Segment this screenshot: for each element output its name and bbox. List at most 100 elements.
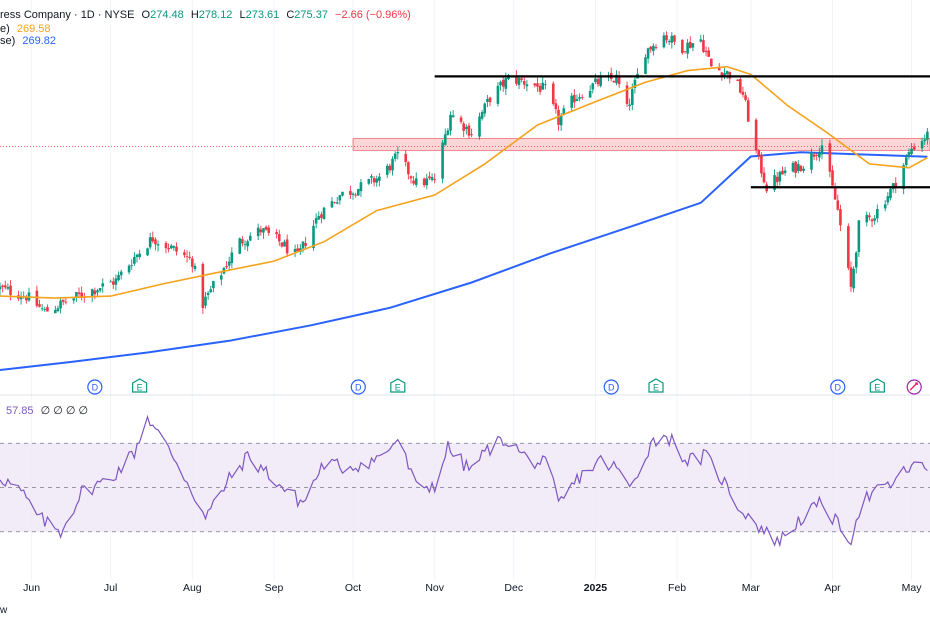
close-label: C (286, 9, 295, 21)
candle-70 (256, 223, 260, 241)
dividend-marker-icon[interactable]: D (603, 379, 619, 395)
candle-16 (56, 305, 60, 313)
candle-147 (538, 83, 542, 95)
candle-97 (354, 192, 357, 198)
candle-98 (357, 188, 360, 196)
candle-19 (64, 297, 68, 305)
candle-222 (815, 153, 819, 161)
candle-95 (349, 185, 352, 199)
candle-1 (1, 284, 4, 293)
candle-36 (130, 259, 134, 270)
candle-122 (446, 128, 450, 136)
candle-146 (536, 77, 539, 92)
high-label: H (190, 9, 199, 21)
candle-226 (831, 165, 834, 186)
earnings-marker-icon[interactable]: E (132, 378, 148, 393)
earnings-marker-icon[interactable]: E (648, 378, 664, 393)
candle-124 (451, 110, 455, 118)
candle-220 (810, 148, 813, 174)
candle-204 (746, 97, 750, 122)
horizontal-levels (434, 75, 930, 189)
rsi-legend[interactable]: 57.85 ∅ ∅ ∅ ∅ (6, 404, 88, 417)
event-marker-label: D (835, 383, 842, 393)
candle-17 (59, 297, 62, 314)
candle-121 (443, 128, 447, 146)
earnings-marker-icon[interactable]: E (390, 378, 406, 393)
candle-187 (686, 39, 689, 59)
dividend-marker-icon[interactable]: D (350, 379, 366, 395)
candle-245 (902, 163, 905, 195)
dividend-marker-icon[interactable]: D (87, 379, 103, 395)
candle-198 (725, 70, 729, 79)
candle-144 (525, 80, 529, 92)
candle-171 (628, 98, 631, 111)
candle-43 (154, 237, 157, 251)
rsi-legend-extras: ∅ ∅ ∅ ∅ (40, 405, 89, 417)
ma200-legend[interactable]: se) 269.82 (0, 35, 56, 47)
ma50-legend[interactable]: e) 269.58 (0, 23, 51, 35)
candle-87 (317, 211, 321, 220)
sparkle-icon[interactable] (906, 379, 922, 395)
candle-190 (699, 34, 703, 43)
candle-152 (557, 105, 560, 131)
candle-150 (551, 81, 555, 106)
candle-208 (762, 167, 766, 184)
candle-237 (870, 218, 874, 228)
candle-80 (293, 244, 297, 258)
candle-128 (467, 122, 471, 139)
high-value: 278.12 (198, 9, 233, 21)
candle-212 (778, 170, 782, 186)
candle-94 (341, 191, 344, 197)
open-label: O (141, 9, 151, 21)
dividend-marker-icon[interactable]: D (830, 379, 846, 395)
candle-105 (385, 163, 389, 178)
candle-60 (220, 270, 223, 286)
candle-120 (441, 139, 444, 184)
ma50-line (0, 65, 928, 299)
candle-33 (117, 271, 120, 282)
candle-118 (430, 173, 434, 182)
candle-181 (665, 31, 668, 44)
candle-179 (654, 44, 658, 50)
candle-44 (156, 240, 160, 252)
candle-184 (673, 34, 676, 46)
candle-252 (926, 127, 929, 145)
candle-176 (646, 47, 650, 64)
open-value: 274.48 (150, 9, 184, 21)
candle-66 (241, 236, 244, 247)
candle-201 (739, 76, 742, 94)
earnings-marker-icon[interactable]: E (869, 378, 885, 393)
candle-192 (704, 46, 708, 57)
candle-112 (409, 175, 413, 184)
candle-136 (499, 80, 502, 91)
candle-158 (578, 93, 581, 102)
ma200-layer (0, 151, 928, 371)
candle-91 (333, 201, 336, 204)
candle-162 (594, 73, 597, 85)
candle-62 (225, 261, 228, 269)
candle-175 (644, 54, 647, 75)
candle-125 (459, 115, 463, 124)
candle-109 (396, 146, 400, 160)
candle-141 (517, 76, 521, 89)
candle-100 (367, 178, 371, 186)
x-tick-label-4: Oct (345, 582, 361, 594)
candle-106 (388, 163, 392, 174)
candle-119 (433, 173, 437, 184)
change-value: −2.66 (−0.96%) (335, 9, 411, 21)
candle-145 (533, 83, 537, 88)
candle-79 (285, 234, 289, 257)
ma200-line (0, 151, 928, 371)
candle-71 (259, 225, 263, 236)
candle-235 (865, 211, 869, 227)
ma200-legend-label: se) (0, 35, 16, 47)
candle-67 (243, 240, 247, 250)
candle-246 (904, 154, 908, 168)
candle-3 (6, 283, 10, 291)
x-tick-label-9: Mar (742, 582, 761, 594)
candle-231 (849, 261, 853, 292)
candle-38 (135, 253, 139, 263)
candle-221 (812, 152, 816, 160)
candle-104 (378, 173, 381, 187)
